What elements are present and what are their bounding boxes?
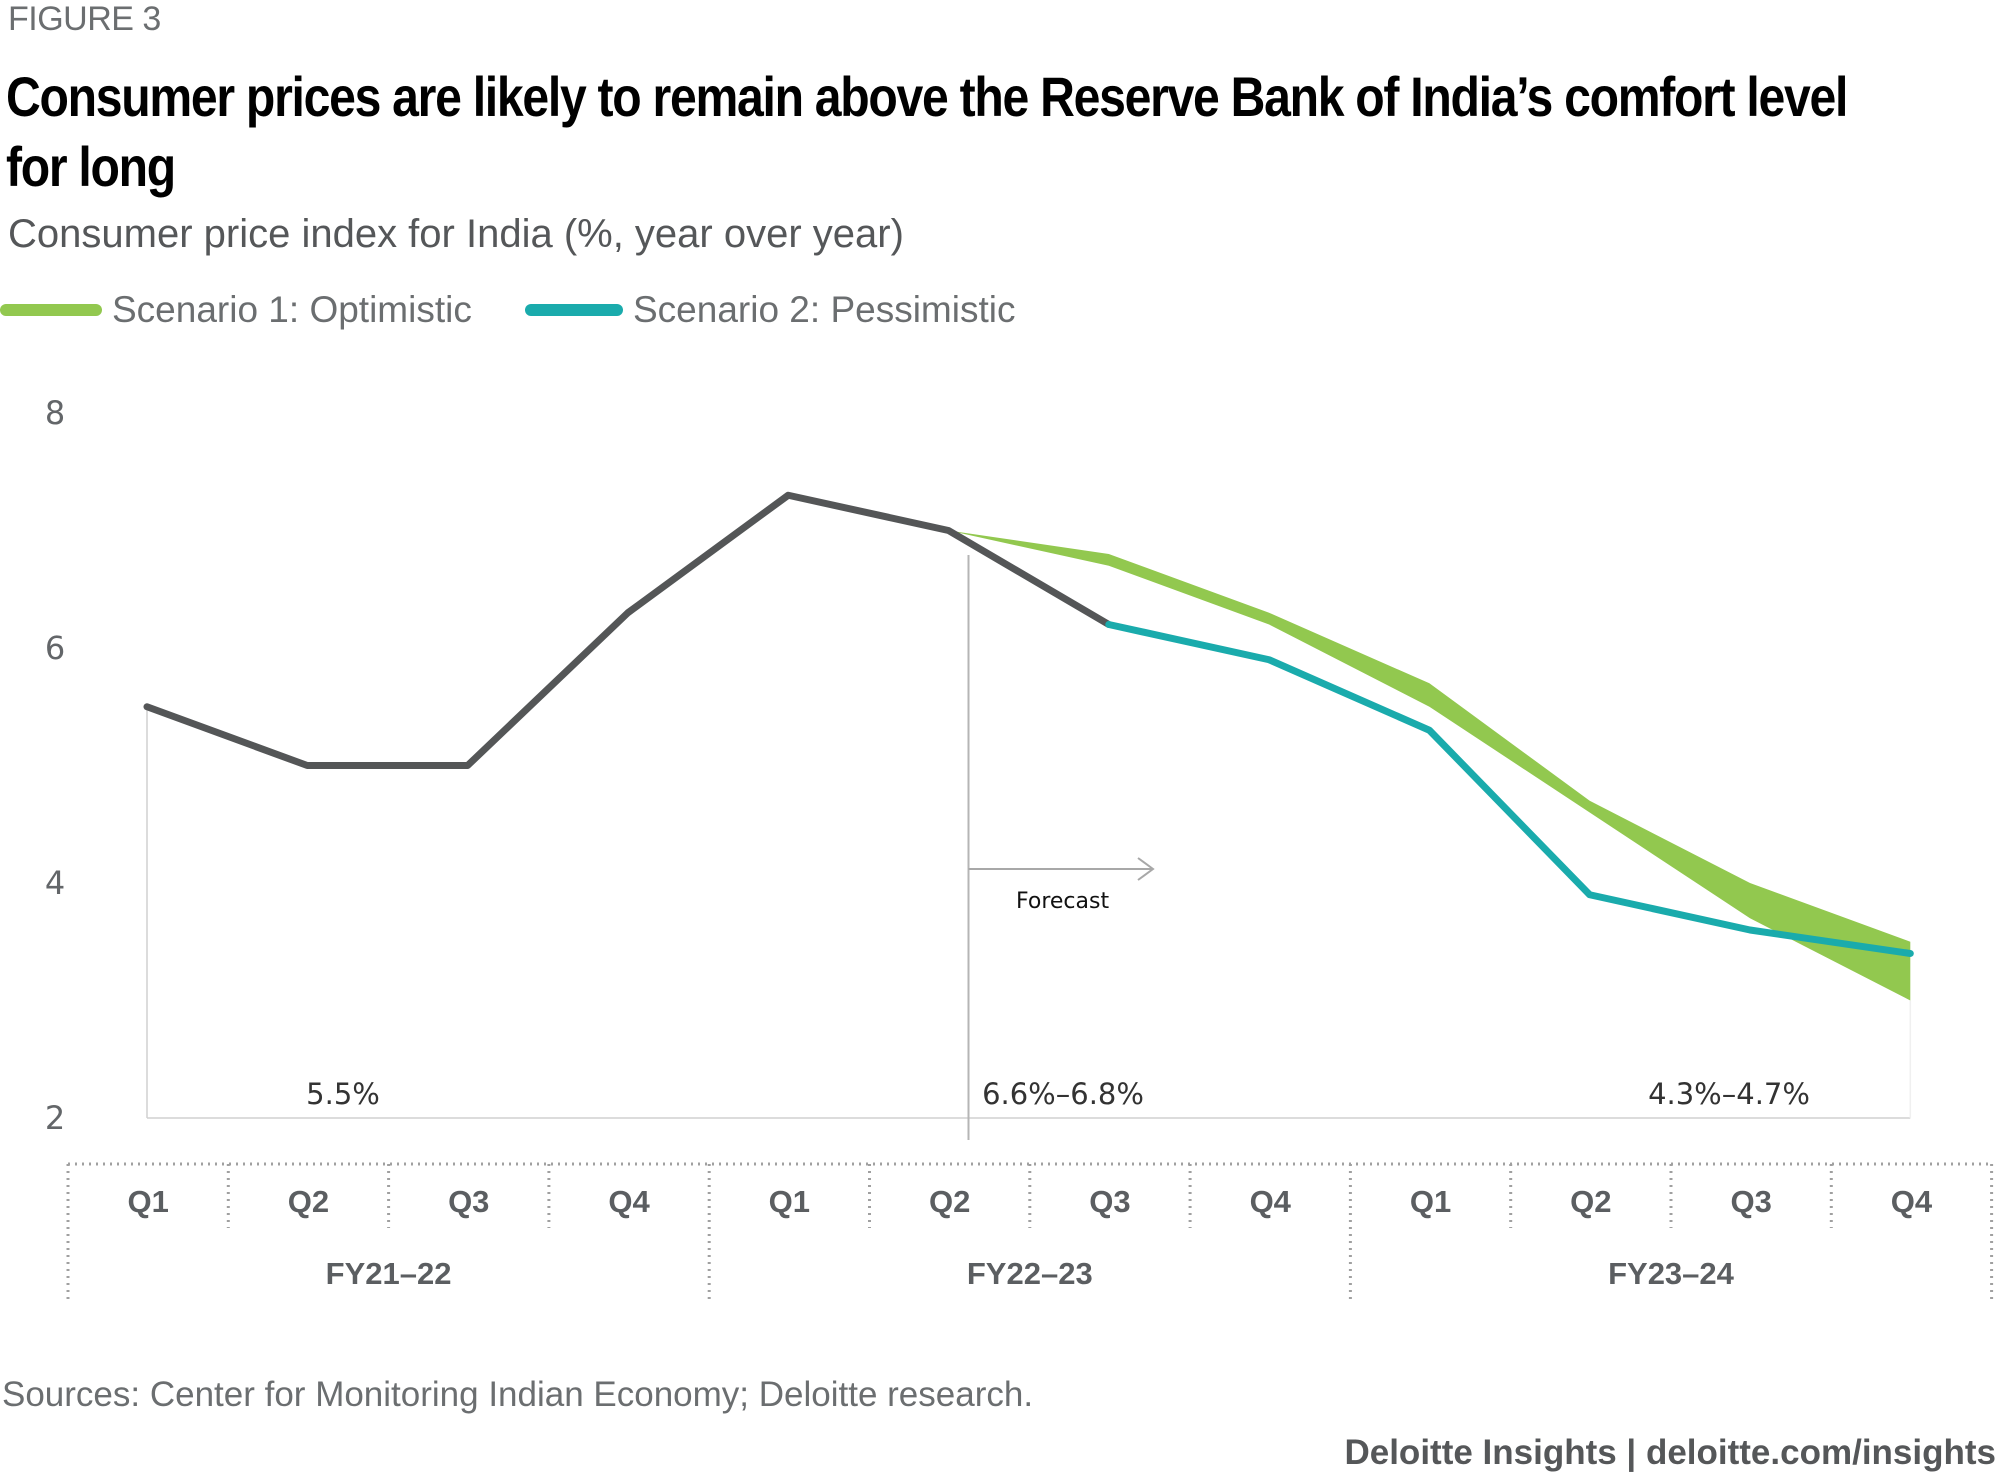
x-tick-label: Q3 xyxy=(448,1184,489,1219)
figure-label: FIGURE 3 xyxy=(8,0,161,38)
y-tick-label: 2 xyxy=(45,1099,65,1137)
period-annotation: 6.6%–6.8% xyxy=(982,1077,1144,1111)
legend-label-optimistic: Scenario 1: Optimistic xyxy=(112,289,472,330)
x-tick-label: Q1 xyxy=(769,1184,810,1219)
y-tick-label: 4 xyxy=(45,864,65,902)
fiscal-year-label: FY23–24 xyxy=(1608,1256,1735,1291)
chart-subtitle: Consumer price index for India (%, year … xyxy=(8,212,904,256)
x-axis-band: Q1 Q2 Q3 Q4 Q1 Q2 Q3 Q4 Q1 Q2 Q3 Q4 FY21–22 FY22–23 FY… xyxy=(66,1162,1994,1302)
actual-line xyxy=(143,491,1113,769)
period-annotations: 5.5% 6.6%–6.8% 4.3%–4.7% xyxy=(306,1077,1810,1111)
legend-swatch-pessimistic xyxy=(525,304,623,316)
x-tick-label: Q3 xyxy=(1089,1184,1130,1219)
legend-label-pessimistic: Scenario 2: Pessimistic xyxy=(633,289,1016,330)
forecast-label: Forecast xyxy=(1016,889,1109,914)
x-tick-label: Q1 xyxy=(1410,1184,1451,1219)
pessimistic-line xyxy=(1105,621,1914,957)
y-axis: 2 4 6 8 xyxy=(45,394,65,1137)
x-tick-label: Q1 xyxy=(127,1184,168,1219)
x-tick-label: Q2 xyxy=(288,1184,329,1219)
sources-note: Sources: Center for Monitoring Indian Ec… xyxy=(2,1375,1034,1414)
legend-item-pessimistic: Scenario 2: Pessimistic xyxy=(525,289,1016,330)
credit-link[interactable]: Deloitte Insights | deloitte.com/insight… xyxy=(1344,1433,1996,1472)
fiscal-year-label: FY21–22 xyxy=(326,1256,452,1291)
forecast-arrow-icon xyxy=(1137,857,1155,881)
x-tick-label: Q3 xyxy=(1730,1184,1771,1219)
plot-frame xyxy=(146,706,1912,1119)
x-tick-label: Q2 xyxy=(929,1184,970,1219)
x-tick-label: Q4 xyxy=(1250,1184,1292,1219)
legend-swatch-optimistic xyxy=(0,304,102,316)
x-tick-label: Q4 xyxy=(608,1184,650,1219)
x-tick-label: Q4 xyxy=(1891,1184,1933,1219)
x-tick-label: Q2 xyxy=(1570,1184,1611,1219)
period-annotation: 4.3%–4.7% xyxy=(1648,1077,1810,1111)
y-tick-label: 8 xyxy=(45,394,65,432)
fiscal-year-label: FY22–23 xyxy=(967,1256,1093,1291)
legend-item-optimistic: Scenario 1: Optimistic xyxy=(0,289,472,330)
y-tick-label: 6 xyxy=(45,629,65,667)
forecast-marker: Forecast xyxy=(967,555,1155,1140)
chart-title: Consumer prices are likely to remain abo… xyxy=(6,65,1848,198)
series-lines xyxy=(143,491,1914,957)
period-annotation: 5.5% xyxy=(306,1077,380,1111)
